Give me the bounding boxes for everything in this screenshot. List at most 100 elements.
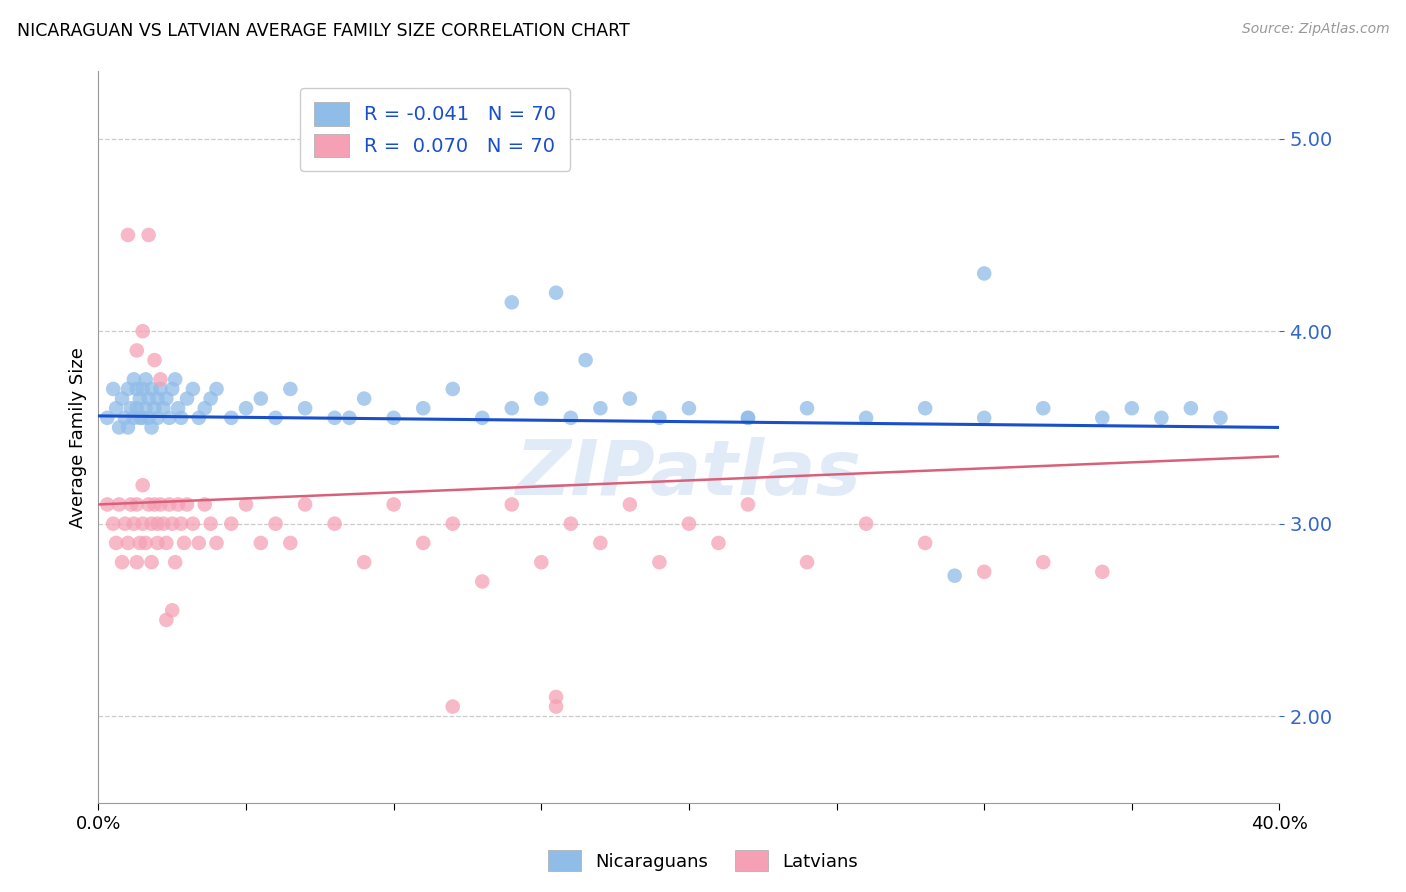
Point xyxy=(441,516,464,531)
Point xyxy=(589,401,612,416)
Point xyxy=(205,536,228,550)
Point xyxy=(796,401,818,416)
Point xyxy=(441,382,464,396)
Point xyxy=(737,410,759,425)
Point xyxy=(973,565,995,579)
Text: NICARAGUAN VS LATVIAN AVERAGE FAMILY SIZE CORRELATION CHART: NICARAGUAN VS LATVIAN AVERAGE FAMILY SIZ… xyxy=(17,22,630,40)
Point xyxy=(103,382,125,396)
Point xyxy=(114,516,136,531)
Point xyxy=(1209,410,1232,425)
Point xyxy=(141,516,163,531)
Point xyxy=(353,392,375,406)
Point xyxy=(135,372,157,386)
Point xyxy=(855,516,877,531)
Point xyxy=(120,498,142,512)
Point xyxy=(796,555,818,569)
Point xyxy=(165,372,187,386)
Point xyxy=(117,227,139,242)
Point xyxy=(176,498,198,512)
Point xyxy=(1121,401,1143,416)
Point xyxy=(122,372,145,386)
Point xyxy=(250,536,273,550)
Point xyxy=(221,516,243,531)
Point xyxy=(235,498,257,512)
Point xyxy=(546,690,568,704)
Point xyxy=(382,410,405,425)
Point xyxy=(105,401,128,416)
Point xyxy=(132,382,155,396)
Point xyxy=(111,392,134,406)
Point xyxy=(152,516,174,531)
Point xyxy=(155,536,177,550)
Y-axis label: Average Family Size: Average Family Size xyxy=(69,347,87,527)
Point xyxy=(167,401,190,416)
Point xyxy=(200,516,222,531)
Point xyxy=(157,498,180,512)
Point xyxy=(162,603,183,617)
Point xyxy=(152,401,174,416)
Point xyxy=(117,536,139,550)
Point xyxy=(117,420,139,434)
Point xyxy=(128,410,150,425)
Point xyxy=(141,555,163,569)
Point xyxy=(162,516,183,531)
Point xyxy=(501,498,523,512)
Point xyxy=(280,536,302,550)
Point xyxy=(105,536,128,550)
Point xyxy=(1091,565,1114,579)
Point xyxy=(412,401,434,416)
Point xyxy=(149,498,172,512)
Point xyxy=(125,382,148,396)
Point xyxy=(122,516,145,531)
Point xyxy=(143,353,166,368)
Point xyxy=(167,498,190,512)
Point xyxy=(135,401,157,416)
Point xyxy=(501,401,523,416)
Point xyxy=(1150,410,1173,425)
Point xyxy=(125,498,148,512)
Point xyxy=(111,555,134,569)
Point xyxy=(441,699,464,714)
Point xyxy=(103,516,125,531)
Point xyxy=(138,410,160,425)
Point xyxy=(648,410,671,425)
Point xyxy=(170,410,193,425)
Legend: R = -0.041   N = 70, R =  0.070   N = 70: R = -0.041 N = 70, R = 0.070 N = 70 xyxy=(299,88,569,171)
Point xyxy=(382,498,405,512)
Point xyxy=(546,285,568,300)
Point xyxy=(737,498,759,512)
Text: Source: ZipAtlas.com: Source: ZipAtlas.com xyxy=(1241,22,1389,37)
Point xyxy=(114,410,136,425)
Point xyxy=(132,410,155,425)
Point xyxy=(117,382,139,396)
Point xyxy=(141,420,163,434)
Point xyxy=(737,410,759,425)
Point xyxy=(132,324,155,338)
Text: ZIPatlas: ZIPatlas xyxy=(516,437,862,510)
Point xyxy=(96,498,118,512)
Point xyxy=(181,516,204,531)
Point xyxy=(560,516,582,531)
Point xyxy=(128,392,150,406)
Point xyxy=(165,555,187,569)
Point xyxy=(173,536,195,550)
Point xyxy=(108,498,131,512)
Point xyxy=(575,353,598,368)
Point xyxy=(530,555,553,569)
Point xyxy=(149,382,172,396)
Point xyxy=(146,410,169,425)
Point xyxy=(855,410,877,425)
Point xyxy=(132,516,155,531)
Point xyxy=(194,498,217,512)
Point xyxy=(141,382,163,396)
Point xyxy=(125,343,148,358)
Point xyxy=(353,555,375,569)
Point xyxy=(132,478,155,492)
Point xyxy=(200,392,222,406)
Point xyxy=(135,536,157,550)
Point xyxy=(560,410,582,425)
Point xyxy=(943,568,966,582)
Point xyxy=(339,410,361,425)
Point xyxy=(589,536,612,550)
Point xyxy=(146,536,169,550)
